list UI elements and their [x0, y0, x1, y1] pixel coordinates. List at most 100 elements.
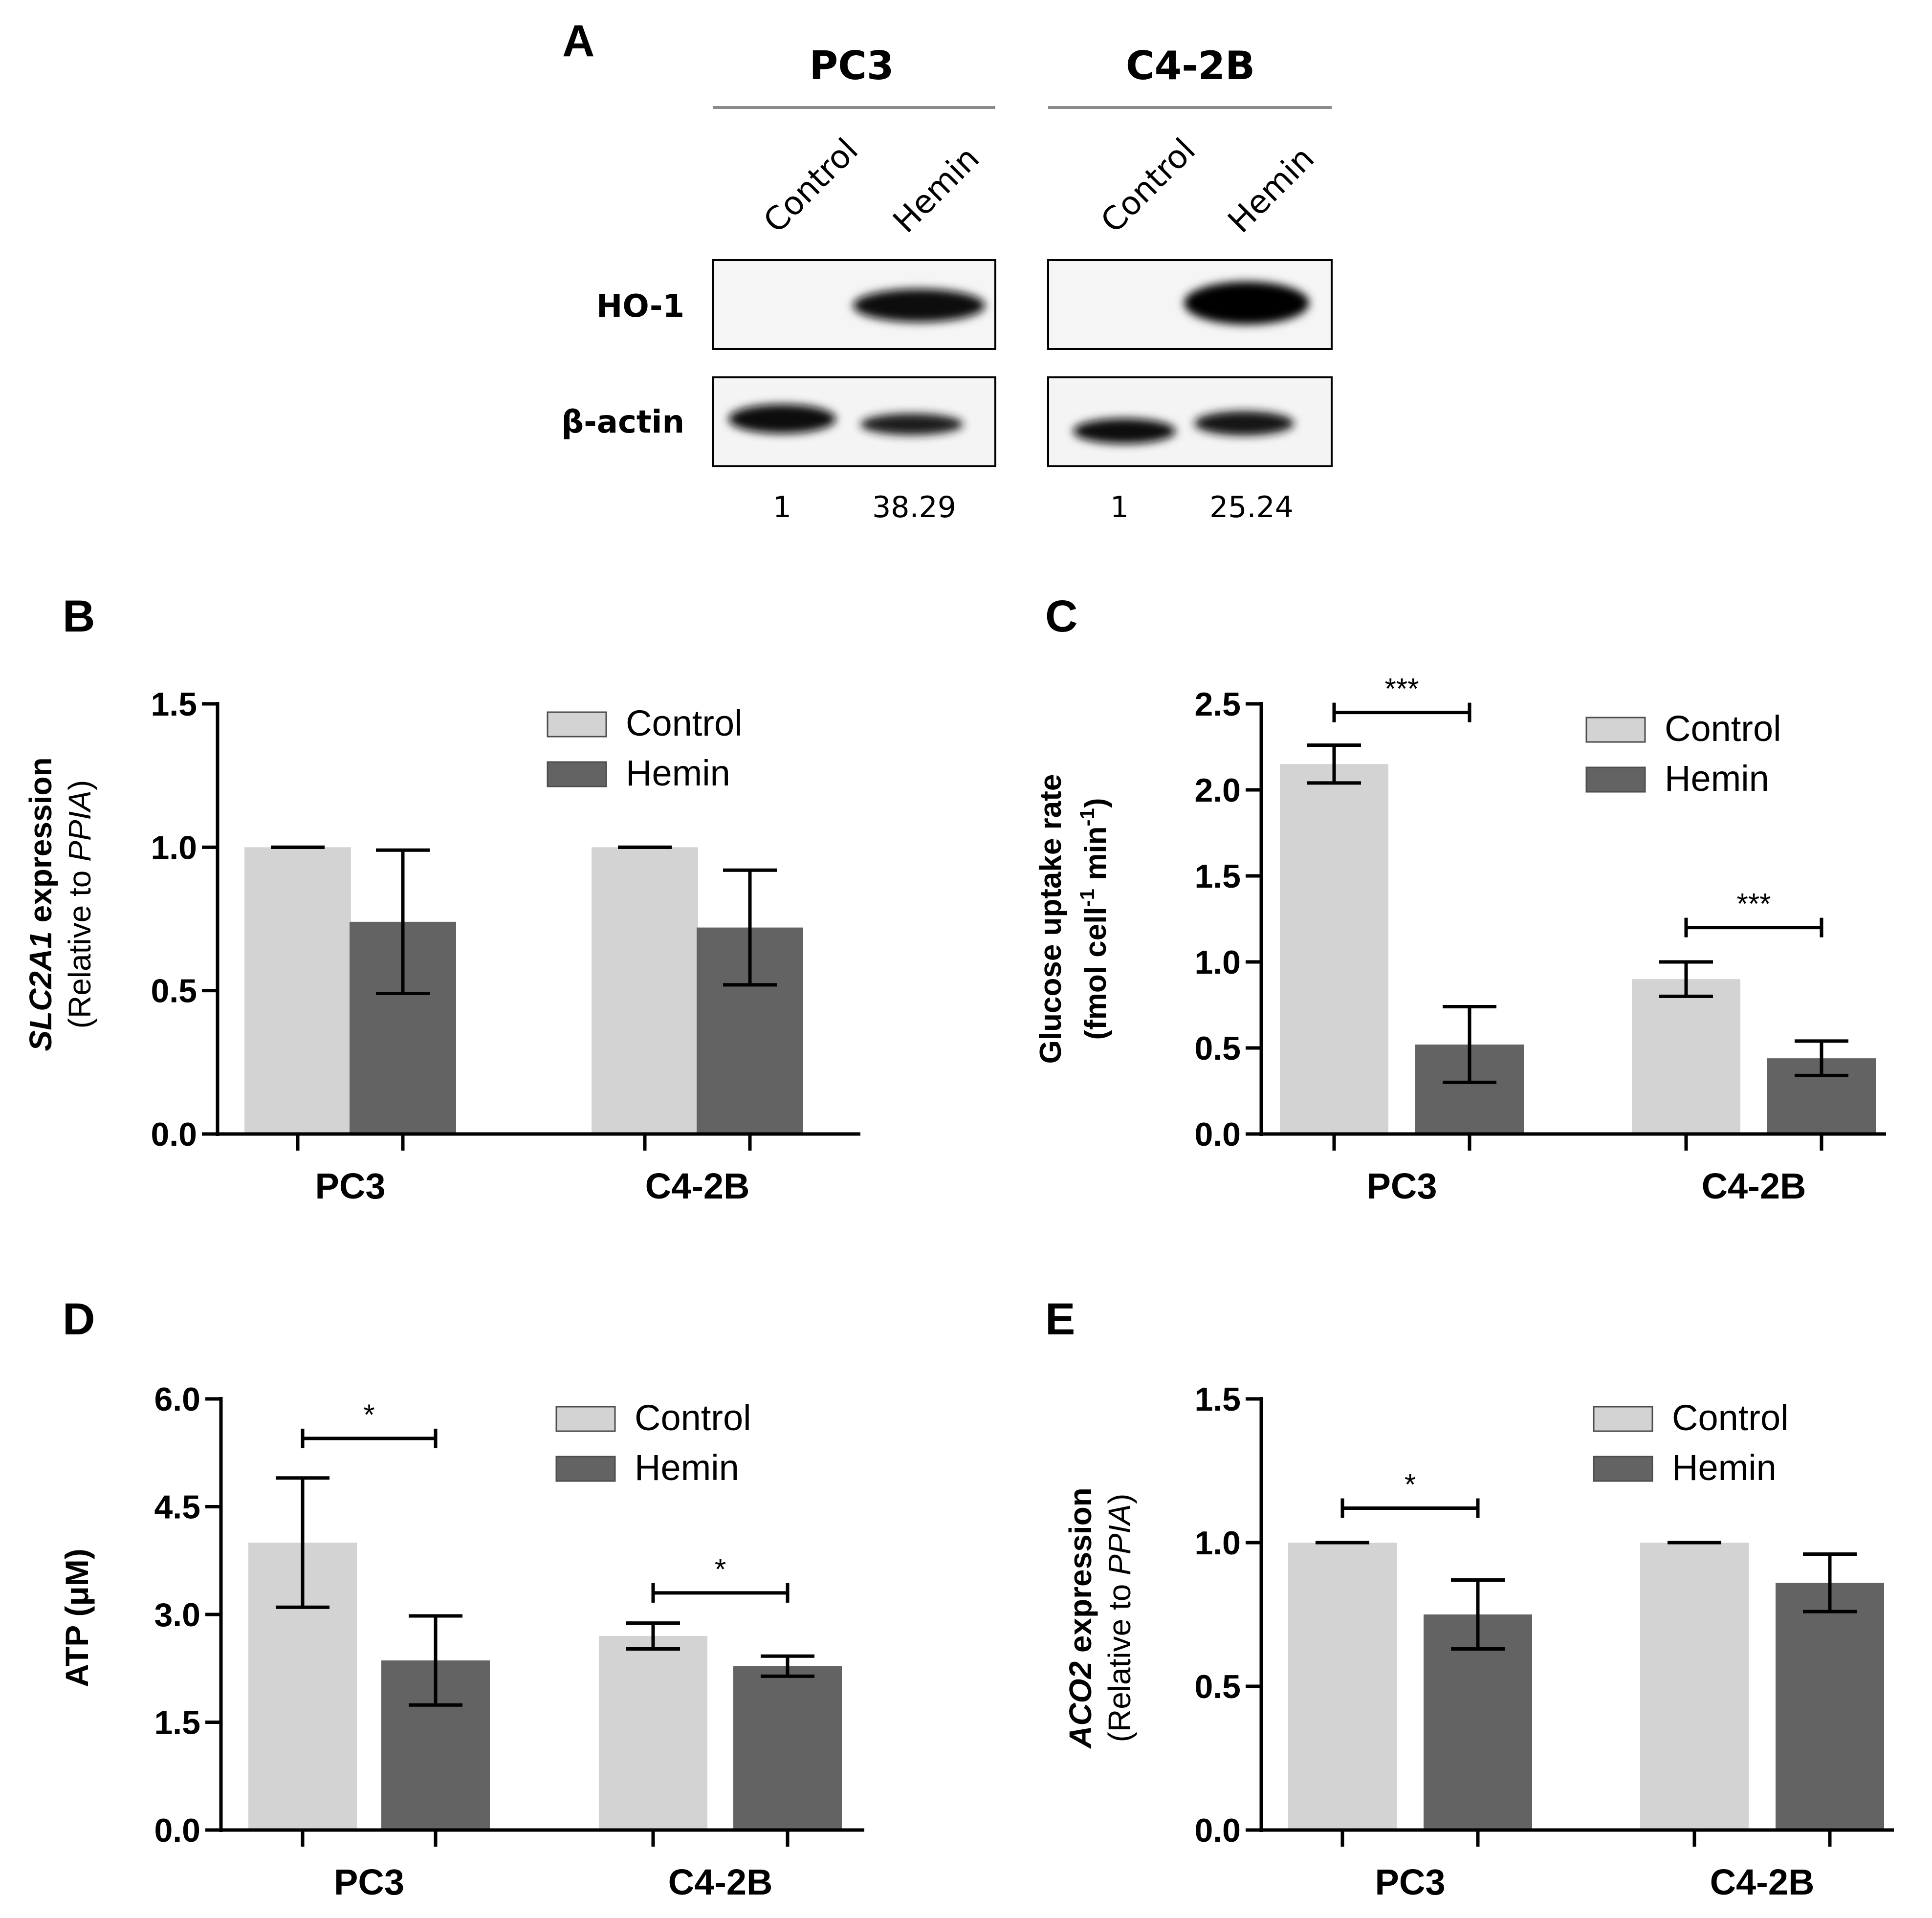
chart-e-legend-swatch-hemin: [1593, 1456, 1653, 1482]
chart-c-significance-1: ***: [1684, 888, 1823, 937]
chart-c-significance-0: ***: [1332, 673, 1471, 722]
chart-e: E ACO2 expression (Relative to PPIA) 0.0…: [1045, 1294, 1894, 1902]
chart-e-bar-control-1: [1640, 1543, 1749, 1830]
chart-b-ylabel: SLC2A1 expression: [23, 757, 58, 1051]
chart-c-errorbar-hemin-1: [1795, 1039, 1848, 1077]
chart-c-significance-label: ***: [1736, 888, 1771, 920]
chart-c-legend-label-control: Control: [1665, 708, 1781, 749]
chart-c-ytick-label: 0.5: [1194, 1030, 1241, 1067]
lane-label-c42b-hemin: Hemin: [1221, 139, 1321, 240]
blot-cellline-c42b: C4-2B: [1126, 43, 1255, 88]
panel-a-letter: A: [562, 16, 594, 66]
chart-b-category-label: PC3: [315, 1166, 386, 1206]
chart-d-bar-control-1: [599, 1636, 707, 1830]
chart-e-category-label: C4-2B: [1710, 1862, 1815, 1902]
lane-label-pc3-hemin: Hemin: [886, 139, 987, 240]
chart-e-errorbar-hemin-0: [1451, 1578, 1505, 1651]
chart-e-category-label: PC3: [1375, 1862, 1446, 1902]
chart-c-significance-label: ***: [1384, 673, 1419, 705]
chart-d-significance-1: *: [651, 1553, 790, 1603]
quant-pc3-control: 1: [773, 490, 791, 524]
chart-e-ylabel-sub: (Relative to PPIA): [1102, 1494, 1137, 1743]
chart-b-ytick-label: 1.0: [151, 829, 197, 866]
chart-c-legend-swatch-hemin: [1585, 766, 1646, 793]
chart-e-ytick-label: 1.0: [1194, 1525, 1241, 1562]
chart-e-legend-swatch-control: [1593, 1406, 1653, 1432]
chart-c-bar-control-1: [1632, 979, 1740, 1134]
chart-d-significance-0: *: [301, 1398, 438, 1448]
chart-c-errorbar-control-1: [1659, 960, 1713, 998]
chart-d-errorbar-control-0: [276, 1476, 329, 1609]
chart-d-ylabel: ATP (μM): [59, 1548, 95, 1687]
chart-d-errorbar-hemin-1: [761, 1654, 814, 1678]
quant-c42b-hemin: 25.24: [1209, 490, 1294, 524]
chart-c-bar-control-0: [1280, 764, 1388, 1134]
chart-b-legend-label-hemin: Hemin: [626, 753, 730, 793]
chart-b-category-label: C4-2B: [645, 1166, 750, 1206]
chart-b-legend-swatch-hemin: [547, 761, 607, 787]
chart-d-legend-label-hemin: Hemin: [635, 1447, 739, 1488]
chart-d-errorbar-hemin-0: [409, 1614, 462, 1707]
western-blot-panel: A PC3 C4-2B Control Hemin Control Hemin …: [561, 16, 1333, 524]
chart-c-ylabel: Glucose uptake rate: [1034, 774, 1068, 1064]
chart-e-significance-0: *: [1340, 1468, 1480, 1518]
chart-c-errorbar-hemin-0: [1443, 1005, 1496, 1084]
chart-e-bar-control-0: [1288, 1543, 1397, 1830]
chart-c-legend-swatch-control: [1585, 717, 1646, 743]
band-c42b-hemin-actin: [1194, 411, 1294, 436]
chart-d-ytick-label: 0.0: [154, 1812, 200, 1849]
chart-d-bar-hemin-1: [733, 1666, 842, 1830]
lane-label-pc3-control: Control: [756, 131, 865, 240]
chart-c-ytick-label: 2.5: [1194, 686, 1241, 723]
chart-d-ytick-label: 4.5: [154, 1489, 200, 1526]
chart-c: C Glucose uptake rate (fmol cell-1 min-1…: [1034, 591, 1886, 1206]
chart-d-legend-label-control: Control: [635, 1397, 751, 1438]
band-c42b-hemin-ho1: [1184, 282, 1309, 325]
chart-c-category-label: PC3: [1367, 1166, 1437, 1206]
chart-c-errorbar-control-0: [1307, 743, 1361, 785]
protein-label-ho1: HO-1: [596, 288, 684, 325]
chart-e-ytick-label: 0.0: [1194, 1812, 1241, 1849]
chart-d-significance-label: *: [715, 1553, 726, 1586]
lane-label-c42b-control: Control: [1094, 131, 1203, 240]
chart-d-ytick-label: 3.0: [154, 1596, 200, 1634]
chart-e-errorbar-hemin-1: [1803, 1552, 1857, 1613]
chart-d-category-label: C4-2B: [668, 1862, 773, 1902]
protein-label-beta-actin: β-actin: [561, 404, 684, 440]
chart-d-legend-swatch-hemin: [555, 1456, 616, 1482]
chart-c-ytick-label: 1.0: [1194, 944, 1241, 981]
chart-b-bar-control-1: [592, 847, 698, 1134]
chart-c-ylabel-sub: (fmol cell-1 min-1): [1076, 798, 1113, 1040]
chart-d-ytick-label: 1.5: [154, 1704, 200, 1742]
panel-c-letter: C: [1045, 591, 1077, 641]
chart-c-ytick-label: 1.5: [1194, 858, 1241, 895]
panel-b-letter: B: [63, 591, 95, 641]
chart-b-errorbar-hemin-1: [723, 868, 777, 987]
chart-e-ylabel: ACO2 expression: [1063, 1487, 1098, 1749]
chart-c-legend-label-hemin: Hemin: [1665, 758, 1769, 799]
panel-d-letter: D: [63, 1294, 95, 1344]
chart-e-ytick-label: 1.5: [1194, 1381, 1241, 1418]
chart-e-bar-hemin-1: [1776, 1583, 1884, 1830]
chart-d: D ATP (μM) 0.0 1.5 3.0 4.5 6.0 PC3 C4-2B * * Cont…: [59, 1294, 864, 1902]
chart-e-significance-label: *: [1405, 1468, 1416, 1501]
band-c42b-control-actin: [1073, 418, 1176, 444]
chart-e-legend-label-hemin: Hemin: [1672, 1447, 1777, 1488]
chart-d-errorbar-control-1: [626, 1621, 680, 1651]
chart-d-legend-swatch-control: [555, 1406, 616, 1432]
band-pc3-hemin-ho1: [853, 289, 985, 322]
blot-cellline-pc3: PC3: [809, 43, 894, 88]
chart-b: B SLC2A1 expression (Relative to PPIA) 0…: [23, 591, 860, 1206]
chart-b-bar-control-0: [244, 847, 351, 1134]
quant-pc3-hemin: 38.29: [872, 490, 956, 524]
chart-d-significance-label: *: [363, 1398, 374, 1431]
chart-d-ytick-label: 6.0: [154, 1381, 200, 1418]
band-pc3-control-actin: [728, 404, 836, 434]
chart-e-ytick-label: 0.5: [1194, 1668, 1241, 1705]
chart-b-legend-label-control: Control: [626, 703, 743, 743]
band-pc3-hemin-actin: [860, 414, 963, 435]
chart-e-legend-label-control: Control: [1672, 1397, 1789, 1438]
chart-b-errorbar-hemin-0: [376, 848, 430, 996]
chart-c-ytick-label: 0.0: [1194, 1116, 1241, 1153]
